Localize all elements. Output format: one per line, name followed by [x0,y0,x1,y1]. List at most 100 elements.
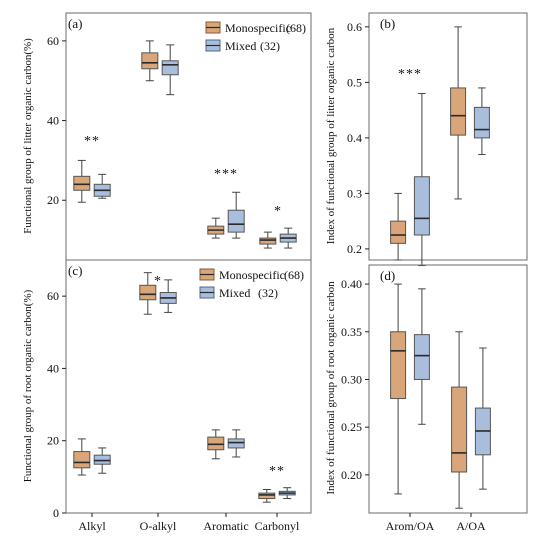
box-body [227,438,245,449]
panel-a-boxes [73,40,297,249]
box-mixed-carbonyl [279,227,297,249]
panel-c-boxes [73,272,296,503]
box-monospecific-alkyl [73,438,91,476]
panel-c-y-title: Functional group of root organic carbon(… [22,289,34,482]
box-body [207,436,225,451]
panel-b-label: (b) [380,16,395,31]
panel-b-significance: *** [398,67,422,82]
panel-a-significance: ****** [84,134,281,219]
panel-b: 0.2 0.3 0.4 0.5 0.6 *** (b) Index of functio… [325,12,528,267]
box-body [161,60,179,76]
box-monospecific-aromoa [390,283,407,495]
legend-c-n-monospecific: (68) [284,268,304,282]
box-body [450,87,467,136]
box-monospecific-carbonyl [258,489,276,503]
panel-c-significance: *** [154,274,285,479]
panel-d-frame [368,264,528,514]
panel-d: 0.20 0.25 0.30 0.35 0.40 Arom/OA A/OA (d) Ind… [325,264,528,533]
box-monospecific-alkyl [73,159,91,203]
box-mixed-aromoa [413,288,430,425]
y-tick-label: 60 [47,289,59,303]
panel-c-label: (c) [68,263,82,278]
y-tick-label: 0.25 [341,420,362,434]
box-body [227,209,245,233]
box-monospecific-aoa [450,26,467,200]
box-mixed-oalkyl [159,279,177,313]
significance-marker: ** [84,134,100,149]
panel-a-label: (a) [68,16,82,31]
panel-c-x-axis: Alkyl O-alkyl Aromatic Carbonyl [78,513,300,533]
y-tick-label: 0.2 [347,242,362,256]
y-tick-label: 0.30 [341,372,362,386]
box-body [73,451,91,469]
box-mixed-aromatic [227,429,245,458]
box-body [139,284,157,301]
box-body [473,106,490,139]
box-body [93,454,111,465]
box-monospecific-aromatic [207,217,225,239]
significance-marker: ** [269,464,285,479]
y-tick-label: 40 [47,361,59,375]
legend-n-monospecific: (68) [286,21,306,35]
panel-d-boxes [390,283,491,509]
box-body [413,334,430,380]
significance-marker: *** [214,167,238,182]
legend-c-label-mixed: Mixed [219,286,250,300]
box-mixed-alkyl [93,447,111,474]
panel-d-y-title: Index of functional group of root organi… [325,281,337,495]
box-mixed-aromoa [413,92,430,267]
y-tick-label: 20 [47,193,59,207]
panel-b-frame [368,12,528,261]
box-body [73,175,91,191]
panel-b-y-title: Index of functional group of litter orga… [325,27,337,244]
legend-c-n-mixed: (32) [258,286,278,300]
box-body [390,331,407,400]
y-tick-label: 0.35 [341,325,362,339]
panel-c-legend: Monospecific (68) Mixed (32) [199,268,304,300]
x-tick-label: Aromatic [203,519,248,533]
box-mixed-aromatic [227,191,245,239]
box-mixed-carbonyl [278,487,296,500]
box-monospecific-carbonyl [259,231,277,249]
box-mixed-alkyl [93,173,111,199]
panel-b-boxes [390,26,490,267]
x-tick-label: O-alkyl [140,519,177,533]
box-mixed-aoa [473,87,490,156]
y-tick-label: 20 [47,434,59,448]
panel-a-y-axis: 20 40 60 [47,34,66,207]
box-body [451,386,468,473]
y-tick-label: 0.6 [347,20,362,34]
box-body [258,492,276,500]
box-body [141,52,159,70]
box-mixed-oalkyl [161,44,179,96]
box-body [259,237,277,245]
panel-d-y-axis: 0.20 0.25 0.30 0.35 0.40 [341,277,369,482]
y-tick-label: 0.40 [341,277,362,291]
box-body [390,220,407,244]
box-body [413,176,430,236]
y-tick-label: 0.4 [347,131,362,145]
panel-c-frame [65,259,312,514]
panel-c-y-axis: 0 20 40 60 [47,289,66,520]
panel-d-x-axis: Arom/OA A/OA [386,513,486,533]
y-tick-label: 0.20 [341,468,362,482]
legend-c-label-monospecific: Monospecific [219,268,285,282]
y-tick-label: 40 [47,114,59,128]
y-tick-label: 60 [47,34,59,48]
box-monospecific-aromoa [390,192,407,261]
significance-marker: *** [398,67,422,82]
box-monospecific-aoa [451,331,468,509]
y-tick-label: 0.5 [347,75,362,89]
y-tick-label: 0.3 [347,186,362,200]
panel-b-y-axis: 0.2 0.3 0.4 0.5 0.6 [347,20,369,256]
x-tick-label: A/OA [456,519,486,533]
panel-a-y-title: Functional group of litter organic carbo… [22,38,34,234]
box-monospecific-aromatic [207,429,225,460]
box-mixed-aoa [474,347,491,490]
panel-d-label: (d) [380,268,395,283]
box-monospecific-oalkyl [139,272,157,315]
y-tick-label: 0 [53,506,59,520]
